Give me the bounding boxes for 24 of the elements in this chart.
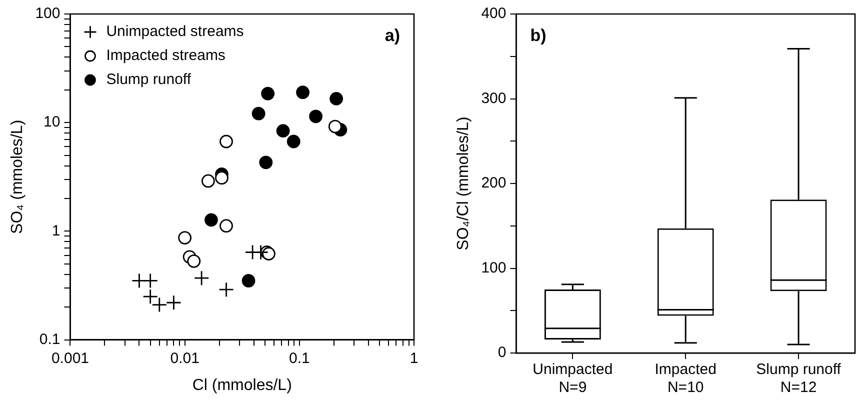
x-tick-label: 0.01 (170, 350, 200, 367)
y-tick-label: 100 (481, 259, 506, 276)
x-tick-label: Unimpacted N=9 (532, 361, 613, 396)
y-tick-label: 0 (498, 344, 506, 362)
x-tick-label: 1 (410, 350, 418, 367)
y-tick-label: 200 (481, 174, 506, 192)
y-tick-label: 100 (35, 5, 60, 22)
legend-label: Slump runoff (106, 71, 192, 88)
y-tick-label: 10 (44, 114, 60, 131)
legend-label: Unimpacted streams (106, 23, 244, 40)
y-axis-title: SO₄ (mmoles/L) (9, 120, 26, 234)
annotation: b) (530, 26, 546, 46)
x-tick-label: 0.1 (288, 350, 310, 367)
legend-label: Impacted streams (106, 47, 226, 64)
y-tick-label: 400 (481, 5, 506, 22)
x-tick-label: Impacted N=10 (654, 361, 716, 396)
x-tick-label: 0.001 (51, 350, 89, 367)
y-axis-title: SO₄/Cl (mmoles/L) (455, 116, 472, 250)
annotation: a) (384, 26, 400, 46)
y-tick-label: 300 (481, 90, 506, 107)
y-tick-label: 1 (52, 222, 60, 240)
y-tick-label: 0.1 (39, 330, 60, 348)
x-tick-label: Slump runoff N=12 (756, 361, 842, 396)
x-axis-title: Cl (mmoles/L) (192, 376, 292, 394)
